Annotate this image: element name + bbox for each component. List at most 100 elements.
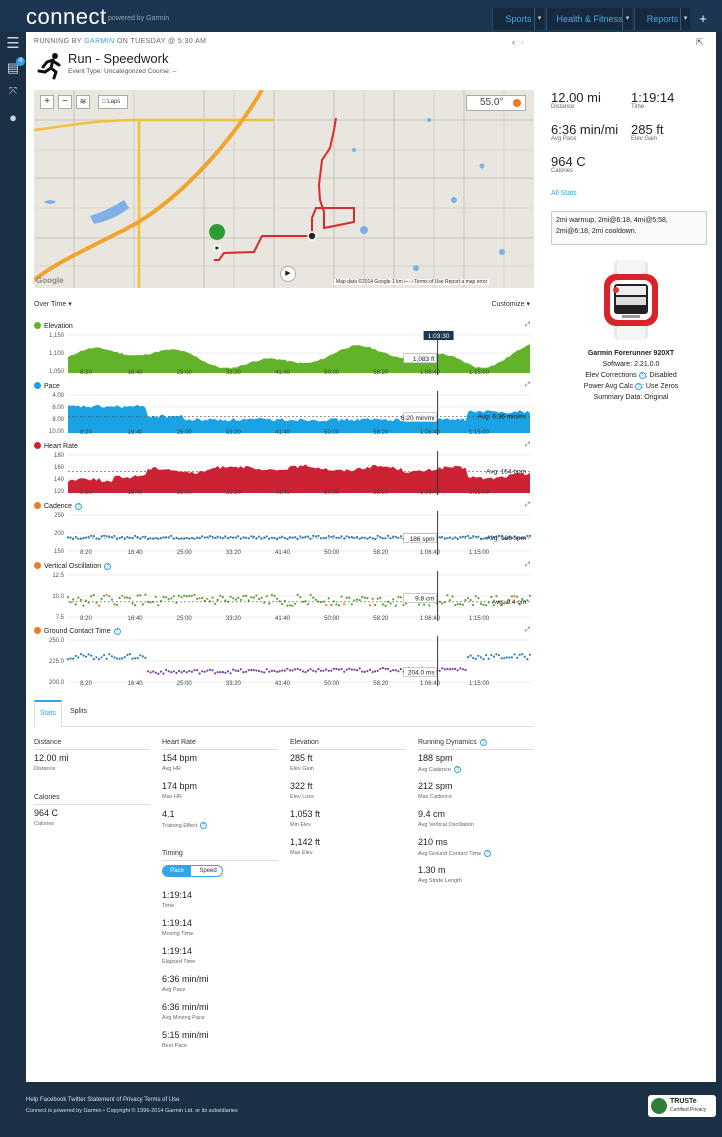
data-point — [79, 598, 82, 601]
series-area — [68, 344, 530, 373]
customize-dropdown[interactable]: Customize ▾ — [491, 301, 530, 308]
kicker-brand[interactable]: GARMIN — [84, 38, 115, 45]
data-point — [296, 537, 299, 541]
chart-elev[interactable]: Elevation ⤢ 1,150 1,100 1,050 8:20 16:40 25:00 3… — [34, 322, 534, 380]
data-point — [428, 604, 431, 607]
pace-speed-toggle[interactable]: Pace Speed — [162, 865, 223, 877]
data-point — [211, 596, 214, 599]
chart-pace[interactable]: Pace ⤢ 4.00 6.00 8.00 10.00 8:20 16:40 25:00 33:2… — [34, 382, 534, 440]
data-point — [513, 535, 516, 538]
data-point — [399, 596, 402, 599]
data-point — [121, 657, 124, 660]
connections-icon[interactable]: ⤧ — [9, 86, 17, 97]
truste-badge[interactable]: TRUSTe Certified Privacy — [648, 1095, 716, 1117]
layers-icon[interactable]: ≋ — [76, 95, 90, 109]
nav-sports[interactable]: Sports ▾ — [492, 8, 544, 30]
data-point — [384, 604, 387, 607]
data-point — [314, 670, 317, 673]
speed-toggle[interactable]: Speed — [199, 868, 217, 874]
activity-notes[interactable]: 2mi warmup, 2mi@6:18, 4mi@5:58, 2mi@6:18… — [551, 211, 707, 245]
chart-title: Heart Rate — [34, 442, 78, 450]
help-icon[interactable]: ? — [638, 372, 646, 379]
data-point — [505, 656, 508, 659]
expand-icon[interactable]: ⤢ — [525, 502, 530, 508]
help-icon[interactable]: ? — [453, 766, 461, 773]
map-attribution[interactable]: Map data ©2014 Google 1 km ⊢⊣ Terms of U… — [334, 279, 490, 285]
route-map[interactable]: + − ≋ □ Laps 55.0° ▶ Google Map data ©20… — [34, 90, 534, 288]
x-tick-label: 1:15:00 — [469, 430, 490, 436]
data-point — [472, 535, 475, 538]
connect-logo[interactable]: connect — [26, 4, 107, 29]
tab-splits[interactable]: Splits — [70, 708, 88, 715]
expand-icon[interactable]: ⤢ — [525, 562, 530, 568]
expand-icon[interactable]: ⤢ — [525, 322, 530, 328]
x-tick-label: 16:40 — [128, 616, 144, 622]
help-icon[interactable]: ? — [484, 850, 492, 857]
data-point — [103, 594, 106, 597]
help-icon[interactable]: ? — [104, 563, 112, 570]
chart-vo[interactable]: Vertical Oscillation? ⤢ 12.5 10.0 7.5 8:20 16:… — [34, 562, 534, 624]
data-point — [467, 656, 470, 659]
data-point — [216, 671, 219, 674]
truste-sub: Certified Privacy — [670, 1107, 707, 1113]
expand-icon[interactable]: ⤢ — [525, 442, 530, 448]
data-point — [438, 536, 441, 539]
chart-hr[interactable]: Heart Rate ⤢ 180 160 140 120 8:20 16:40 25:00 33:… — [34, 442, 534, 500]
next-arrow-icon[interactable]: › — [521, 37, 524, 47]
data-point — [317, 534, 320, 537]
add-icon[interactable]: + — [699, 11, 707, 26]
data-point — [441, 535, 444, 539]
laps-toggle[interactable]: □ Laps — [98, 95, 128, 109]
x-tick-label: 1:15:00 — [469, 616, 490, 622]
profile-icon[interactable]: ● — [9, 110, 17, 125]
stat-label-text: Min Elev — [290, 822, 312, 828]
help-icon[interactable]: ? — [75, 503, 83, 510]
data-point — [172, 595, 175, 598]
data-point — [348, 596, 351, 599]
help-icon[interactable]: ? — [200, 822, 208, 829]
share-icon[interactable]: ⇱ — [696, 37, 704, 47]
help-icon[interactable]: ? — [113, 628, 121, 635]
prev-arrow-icon[interactable]: ‹ — [512, 37, 515, 47]
chart-cad[interactable]: Cadence? ⤢ 250 200 150 8:20 16:40 25:00 33:20 41:… — [34, 502, 534, 560]
weather-badge[interactable]: 55.0° — [466, 95, 526, 111]
data-point — [219, 671, 222, 674]
pace-toggle[interactable]: Pace — [163, 866, 191, 876]
data-point — [299, 535, 302, 538]
x-tick-label: 58:20 — [373, 616, 389, 622]
checkbox-icon[interactable]: □ — [102, 99, 106, 105]
help-icon[interactable]: ? — [479, 739, 487, 746]
data-point — [343, 603, 346, 606]
data-point — [402, 603, 405, 607]
nav-reports[interactable]: Reports ▾ — [634, 8, 690, 30]
activity-meta[interactable]: Event Type: Uncategorized Course: -- — [68, 68, 177, 75]
chevron-down-icon[interactable]: ▾ — [622, 8, 632, 30]
data-point — [97, 604, 101, 607]
tab-stats[interactable]: Stats — [34, 700, 62, 727]
chart-gct[interactable]: Ground Contact Time? ⤢ 250.0 225.0 200.0 8:20… — [34, 627, 534, 689]
data-point — [528, 534, 532, 537]
x-tick-label: 33:20 — [226, 430, 242, 436]
help-icon[interactable]: ? — [635, 383, 643, 390]
play-button[interactable]: ▶ — [280, 266, 296, 282]
expand-icon[interactable]: ⤢ — [525, 382, 530, 388]
chevron-down-icon[interactable]: ▾ — [534, 8, 544, 30]
expand-icon[interactable]: ⤢ — [525, 627, 530, 633]
stat-label: Avg HR — [162, 766, 181, 772]
chevron-down-icon[interactable]: ▾ — [680, 8, 690, 30]
chart-title-text: Heart Rate — [44, 443, 78, 450]
section-heading: Heart Rate — [162, 739, 278, 750]
all-stats-link[interactable]: All Stats — [551, 190, 577, 197]
footer-links[interactable]: Help Facebook Twitter Statement of Priva… — [26, 1097, 180, 1103]
x-tick-label: 1:06:40 — [420, 430, 441, 436]
data-point — [371, 670, 374, 674]
zoom-out-button[interactable]: − — [58, 95, 72, 109]
zoom-in-button[interactable]: + — [40, 95, 54, 109]
data-point — [459, 603, 462, 606]
menu-icon[interactable]: ☰ — [6, 35, 20, 52]
data-point — [394, 535, 397, 538]
over-time-dropdown[interactable]: Over Time ▾ — [34, 301, 72, 308]
activity-title[interactable]: Run - Speedwork — [68, 51, 169, 66]
nav-health-fitness[interactable]: Health & Fitness ▾ — [546, 8, 632, 30]
stat-label: Max Cadence — [418, 794, 452, 800]
